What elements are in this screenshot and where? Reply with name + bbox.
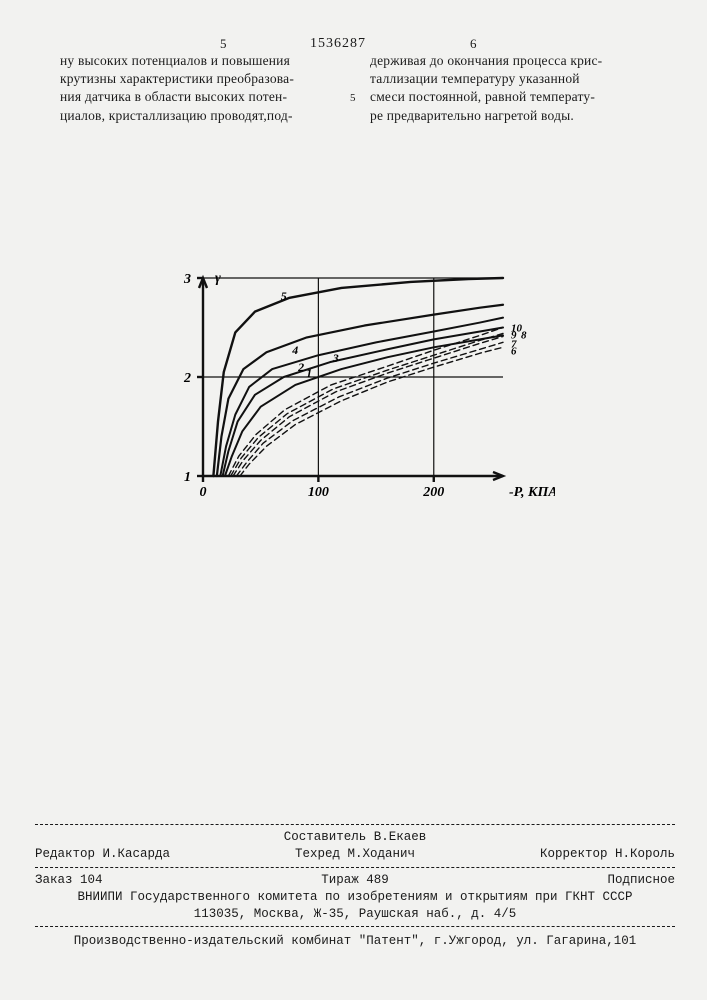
footer-divider [35, 867, 675, 868]
order-label: Заказ 104 [35, 872, 103, 889]
footer-divider [35, 824, 675, 825]
chart-svg: 0100200123γ-Р, КПА12345109876 [155, 260, 555, 520]
column-number-right: 6 [470, 36, 477, 52]
editor-label: Редактор И.Касарда [35, 846, 170, 863]
editor-row: Редактор И.Касарда Техред М.Ходанич Корр… [35, 846, 675, 863]
svg-text:100: 100 [308, 485, 329, 500]
text-line: смеси постоянной, равной температу- [370, 88, 660, 106]
text-line: таллизации температуру указанной [370, 70, 660, 88]
svg-text:200: 200 [422, 485, 444, 500]
techred-label: Техред М.Ходанич [295, 846, 415, 863]
addr-line: 113035, Москва, Ж-35, Раушская наб., д. … [35, 906, 675, 923]
document-number: 1536287 [310, 36, 366, 52]
svg-text:-Р, КПА: -Р, КПА [509, 485, 555, 500]
text-line: крутизны характеристики преобразова- [60, 70, 345, 88]
producer-line: Производственно-издательский комбинат "П… [35, 933, 675, 950]
text-line: ну высоких потенциалов и повышения [60, 52, 345, 70]
text-line: держивая до окончания процесса крис- [370, 52, 660, 70]
subscription-label: Подписное [607, 872, 675, 889]
svg-text:1: 1 [184, 470, 191, 485]
svg-text:0: 0 [200, 485, 207, 500]
sensor-characteristic-chart: 0100200123γ-Р, КПА12345109876 [155, 260, 555, 520]
corrector-label: Корректор Н.Король [540, 846, 675, 863]
patent-page: { "header": { "col_left": "5", "doc_numb… [0, 0, 707, 1000]
text-line: ре предварительно нагретой воды. [370, 107, 660, 125]
svg-text:4: 4 [291, 343, 298, 357]
org-line: ВНИИПИ Государственного комитета по изоб… [35, 889, 675, 906]
body-text-left-column: ну высоких потенциалов и повышения крути… [60, 52, 345, 125]
compiler-line: Составитель В.Екаев [35, 829, 675, 846]
text-line: циалов, кристаллизацию проводят,под- [60, 107, 345, 125]
order-row: Заказ 104 Тираж 489 Подписное [35, 872, 675, 889]
svg-text:3: 3 [332, 351, 339, 365]
svg-text:6: 6 [511, 345, 517, 357]
line-number-marker: 5 [350, 92, 356, 104]
svg-text:5: 5 [281, 289, 287, 303]
svg-text:γ: γ [215, 271, 221, 286]
column-number-left: 5 [220, 36, 227, 52]
svg-text:8: 8 [521, 329, 527, 341]
tirazh-label: Тираж 489 [321, 872, 389, 889]
footer-divider [35, 926, 675, 927]
svg-text:3: 3 [183, 272, 191, 287]
imprint-footer: Составитель В.Екаев Редактор И.Касарда Т… [35, 820, 675, 950]
text-line: ния датчика в области высоких потен- [60, 88, 345, 106]
svg-text:2: 2 [183, 371, 191, 386]
body-text-right-column: держивая до окончания процесса крис- тал… [370, 52, 660, 125]
